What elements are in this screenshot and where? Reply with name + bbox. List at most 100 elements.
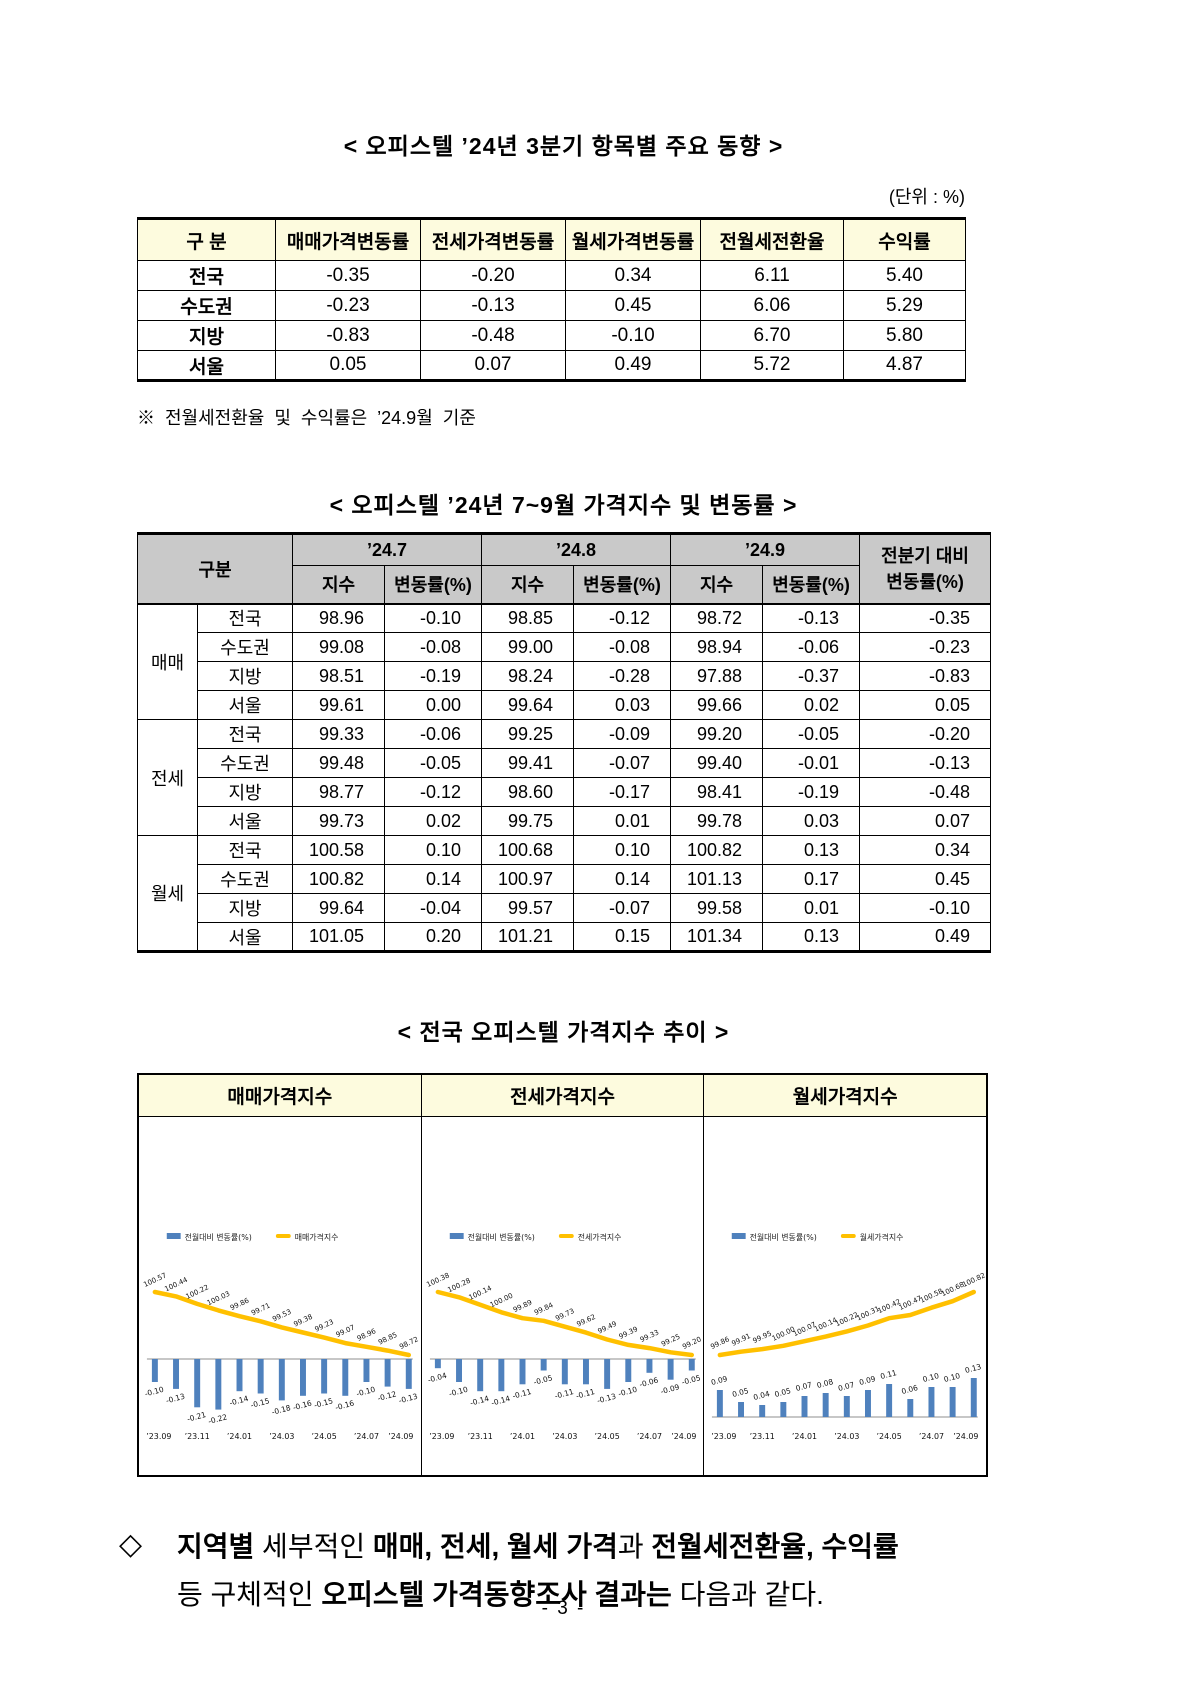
legend-bar-swatch [449,1233,464,1239]
value-cell: 0.03 [762,806,861,836]
bar [540,1359,547,1371]
bar-value-label: 0.13 [964,1362,983,1375]
bar [278,1359,285,1401]
legend-bar-label: 전월대비 변동률(%) [185,1232,252,1242]
value-cell: -0.17 [573,777,672,807]
value-cell: 0.14 [573,864,672,894]
line-value-label: 99.95 [752,1329,773,1345]
bar [363,1359,370,1382]
row-label: 서울 [197,690,293,720]
value-cell: -0.04 [383,893,483,923]
bar [717,1390,724,1417]
index-table: 구분 ’24.7 ’24.8 ’24.9 전분기 대비 변동률(%) 지수 변동… [137,532,992,953]
bar [561,1359,568,1385]
x-axis-tick-label: ’24.03 [552,1432,577,1441]
value-cell: 0.03 [573,690,672,720]
section3-title: < 전국 오피스텔 가격지수 추이 > [397,1019,730,1045]
value-cell: 0.45 [859,864,992,894]
value-cell: 99.40 [670,748,764,778]
value-cell: -0.37 [762,661,861,691]
row-label: 서울 [137,350,276,381]
value-cell: 0.13 [762,835,861,865]
value-cell: 100.58 [292,835,385,865]
chart-title-wolse: 월세가격지수 [703,1075,986,1116]
line-value-label: 99.20 [681,1335,702,1351]
bar-value-label: -0.09 [659,1382,680,1396]
bar-value-label: 0.11 [880,1368,899,1381]
bar-value-label: -0.15 [250,1396,271,1410]
group-label: 월세 [137,835,198,952]
bar [949,1387,956,1417]
value-cell: 98.51 [292,661,385,691]
row-label: 수도권 [197,864,293,894]
table-row: 서울 99.61 0.00 99.64 0.03 99.66 0.02 0.05 [138,690,992,720]
value-cell: -0.13 [762,603,861,633]
value-cell: 101.21 [481,922,575,952]
charts-body: 전월대비 변동률(%) 매매가격지수 -0.10 -0.13 -0.21 -0.22 -0.… [139,1117,986,1475]
row-label: 수도권 [197,748,293,778]
value-cell: 100.82 [670,835,764,865]
table-row: 수도권 99.08 -0.08 99.00 -0.08 98.94 -0.06 -0.23 [138,632,992,662]
chart-panel-jeonse: 전월대비 변동률(%) 전세가격지수 -0.04 -0.10 -0.14 -0.14 -0.… [420,1117,704,1475]
x-axis-tick-label: ’23.09 [146,1432,171,1441]
value-cell: 0.20 [383,922,483,952]
value-cell: 0.49 [859,922,992,952]
value-cell: -0.12 [383,777,483,807]
closing-segment: 오피스텔 가격동향조사 [321,1579,587,1610]
value-cell: 6.70 [700,320,844,351]
bar-value-label: -0.14 [228,1394,249,1408]
value-cell: 0.34 [565,260,701,291]
bar-value-label: 0.07 [795,1380,814,1393]
value-cell: 0.00 [383,690,483,720]
bar [257,1359,264,1394]
row-label: 서울 [197,806,293,836]
value-cell: 0.01 [762,893,861,923]
bar-value-label: -0.14 [490,1394,511,1408]
legend-bar-label: 전월대비 변동률(%) [750,1232,817,1242]
x-axis-tick-label: ’23.11 [750,1432,775,1441]
table-row: 지방 98.77 -0.12 98.60 -0.17 98.41 -0.19 -0.48 [138,777,992,807]
x-axis-tick-label: ’24.01 [227,1432,252,1441]
index-subheader-change-3: 변동률(%) [762,565,861,604]
bar-value-label: -0.10 [448,1385,469,1399]
unit-label: (단위 : %) [888,187,965,207]
value-cell: 98.24 [481,661,575,691]
value-cell: -0.06 [762,632,861,662]
line-value-label: 99.62 [575,1313,596,1329]
bar-value-label: -0.21 [186,1410,207,1424]
bar [194,1359,201,1408]
x-axis-tick-label: ’24.07 [637,1432,662,1441]
bar [434,1359,441,1369]
x-axis-tick-label: ’24.05 [594,1432,619,1441]
value-cell: -0.13 [859,748,992,778]
closing-segment: 결과는 [594,1579,672,1610]
row-label: 수도권 [137,290,276,321]
value-cell: 6.11 [700,260,844,291]
legend-bar-swatch [732,1233,746,1239]
index-header-month-3: ’24.9 [670,533,861,566]
bar-value-label: -0.13 [596,1392,617,1406]
bar-value-label: -0.05 [680,1373,701,1387]
x-axis-tick-label: ’23.11 [185,1432,210,1441]
value-cell: 98.41 [670,777,764,807]
value-cell: 100.97 [481,864,575,894]
value-cell: 5.80 [843,320,966,351]
bar [971,1378,978,1417]
value-cell: 0.05 [275,350,421,381]
x-axis-tick-label: ’24.05 [877,1432,902,1441]
bar-value-label: -0.12 [377,1389,398,1403]
line-value-label: 98.85 [377,1331,398,1347]
value-cell: 98.96 [292,603,385,633]
line-value-label: 100.14 [467,1284,493,1302]
table-row: 지방 -0.83 -0.48 -0.10 6.70 5.80 [137,320,966,351]
value-cell: -0.10 [565,320,701,351]
value-cell: 5.40 [843,260,966,291]
x-axis-tick-label: ’24.03 [835,1432,860,1441]
summary-header-gubun: 구 분 [137,218,276,261]
value-cell: 99.75 [481,806,575,836]
closing-segment: 다음과 같다. [671,1579,824,1610]
table-note: ※ 전월세전환율 및 수익률은 ’24.9월 기준 [137,408,476,428]
bar [384,1359,391,1387]
